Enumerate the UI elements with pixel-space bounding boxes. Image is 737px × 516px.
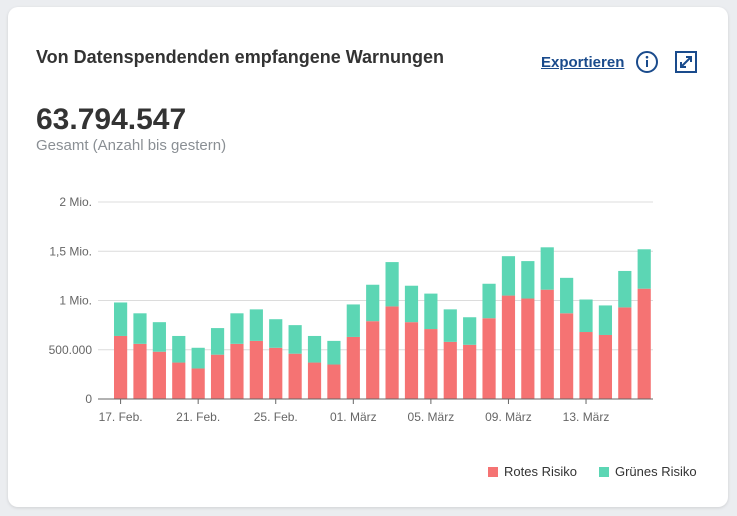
bar-gruen [366,284,380,322]
bar-rot [230,343,244,399]
bar-gruen [269,319,283,348]
x-tick-label: 25. Feb. [254,410,298,424]
bar-gruen [191,347,205,369]
y-tick-label: 1,5 Mio. [49,244,92,258]
bar-rot [404,322,419,399]
legend-item-gruen[interactable]: Grünes Risiko [598,464,697,479]
bar-rot [579,332,593,399]
bar-rot [482,318,496,399]
bar-rot [210,354,225,399]
x-tick-label: 05. März [408,410,455,424]
y-tick-label: 1 Mio. [59,294,92,308]
bar-gruen [501,256,516,296]
bar-rot [288,353,302,399]
bar-gruen [210,328,225,355]
bar-gruen [172,335,186,363]
bar-rot [540,289,554,399]
bar-gruen [346,304,360,337]
bar-gruen [307,335,322,363]
bar-rot [443,341,457,399]
x-tick-label: 13. März [563,410,610,424]
bar-rot [172,362,186,399]
bar-gruen [327,340,341,365]
chart-legend: Rotes Risiko Grünes Risiko [488,464,697,479]
total-value: 63.794.547 [36,103,187,136]
bar-gruen [230,313,244,344]
bar-gruen [443,309,457,342]
legend-item-rot[interactable]: Rotes Risiko [488,464,577,479]
bar-gruen [152,322,166,352]
bar-rot [598,334,613,399]
bar-rot [618,307,632,399]
legend-label-gruen: Grünes Risiko [614,464,697,479]
x-tick-label: 17. Feb. [99,410,143,424]
bar-rot [463,344,477,399]
bar-gruen [424,293,438,330]
bar-gruen [560,277,574,314]
x-tick-label: 09. März [485,410,532,424]
bar-rot [346,336,360,399]
bar-gruen [404,285,419,323]
bar-gruen [482,283,496,319]
bar-gruen [579,299,593,333]
bar-gruen [288,325,302,354]
bar-rot [560,313,574,399]
expand-icon[interactable] [674,50,698,74]
bar-gruen [249,309,263,341]
bar-rot [424,329,438,399]
bar-rot [327,364,341,399]
card-title: Von Datenspendenden empfangene Warnungen [36,47,445,67]
bar-gruen [540,247,554,290]
x-tick-label: 01. März [330,410,377,424]
bar-chart: 0 500.000 1 Mio. 1,5 Mio. 2 Mio. 17. Feb. 21. … [49,195,653,424]
bar-rot [501,295,516,399]
y-tick-label: 500.000 [49,343,93,357]
bar-gruen [385,262,399,307]
export-link[interactable]: Exportieren [541,54,625,71]
bar-rot [114,335,128,399]
bar-rot [152,351,166,399]
info-icon[interactable] [635,50,659,74]
bar-rot [191,368,205,399]
bar-gruen [598,305,613,335]
bar-rot [133,343,147,399]
bar-rot [637,288,651,399]
legend-swatch-gruen [598,466,609,477]
chart-card: Von Datenspendenden empfangene Warnungen… [8,7,728,507]
y-tick-label: 0 [85,392,92,406]
bar-gruen [463,317,477,345]
legend-swatch-rot [488,466,498,477]
bar-rot [366,321,380,399]
bar-gruen [521,261,535,299]
y-tick-label: 2 Mio. [59,195,92,209]
x-tick-label: 21. Feb. [176,410,220,424]
bar-rot [307,362,322,399]
bar-gruen [114,302,128,336]
bar-rot [269,347,283,399]
total-label: Gesamt (Anzahl bis gestern) [36,137,227,154]
bar-rot [249,340,263,399]
bar-rot [385,306,399,399]
bar-rot [521,298,535,399]
bar-gruen [637,249,651,289]
bar-gruen [133,313,147,344]
legend-label-rot: Rotes Risiko [504,464,577,479]
bar-gruen [618,270,632,308]
